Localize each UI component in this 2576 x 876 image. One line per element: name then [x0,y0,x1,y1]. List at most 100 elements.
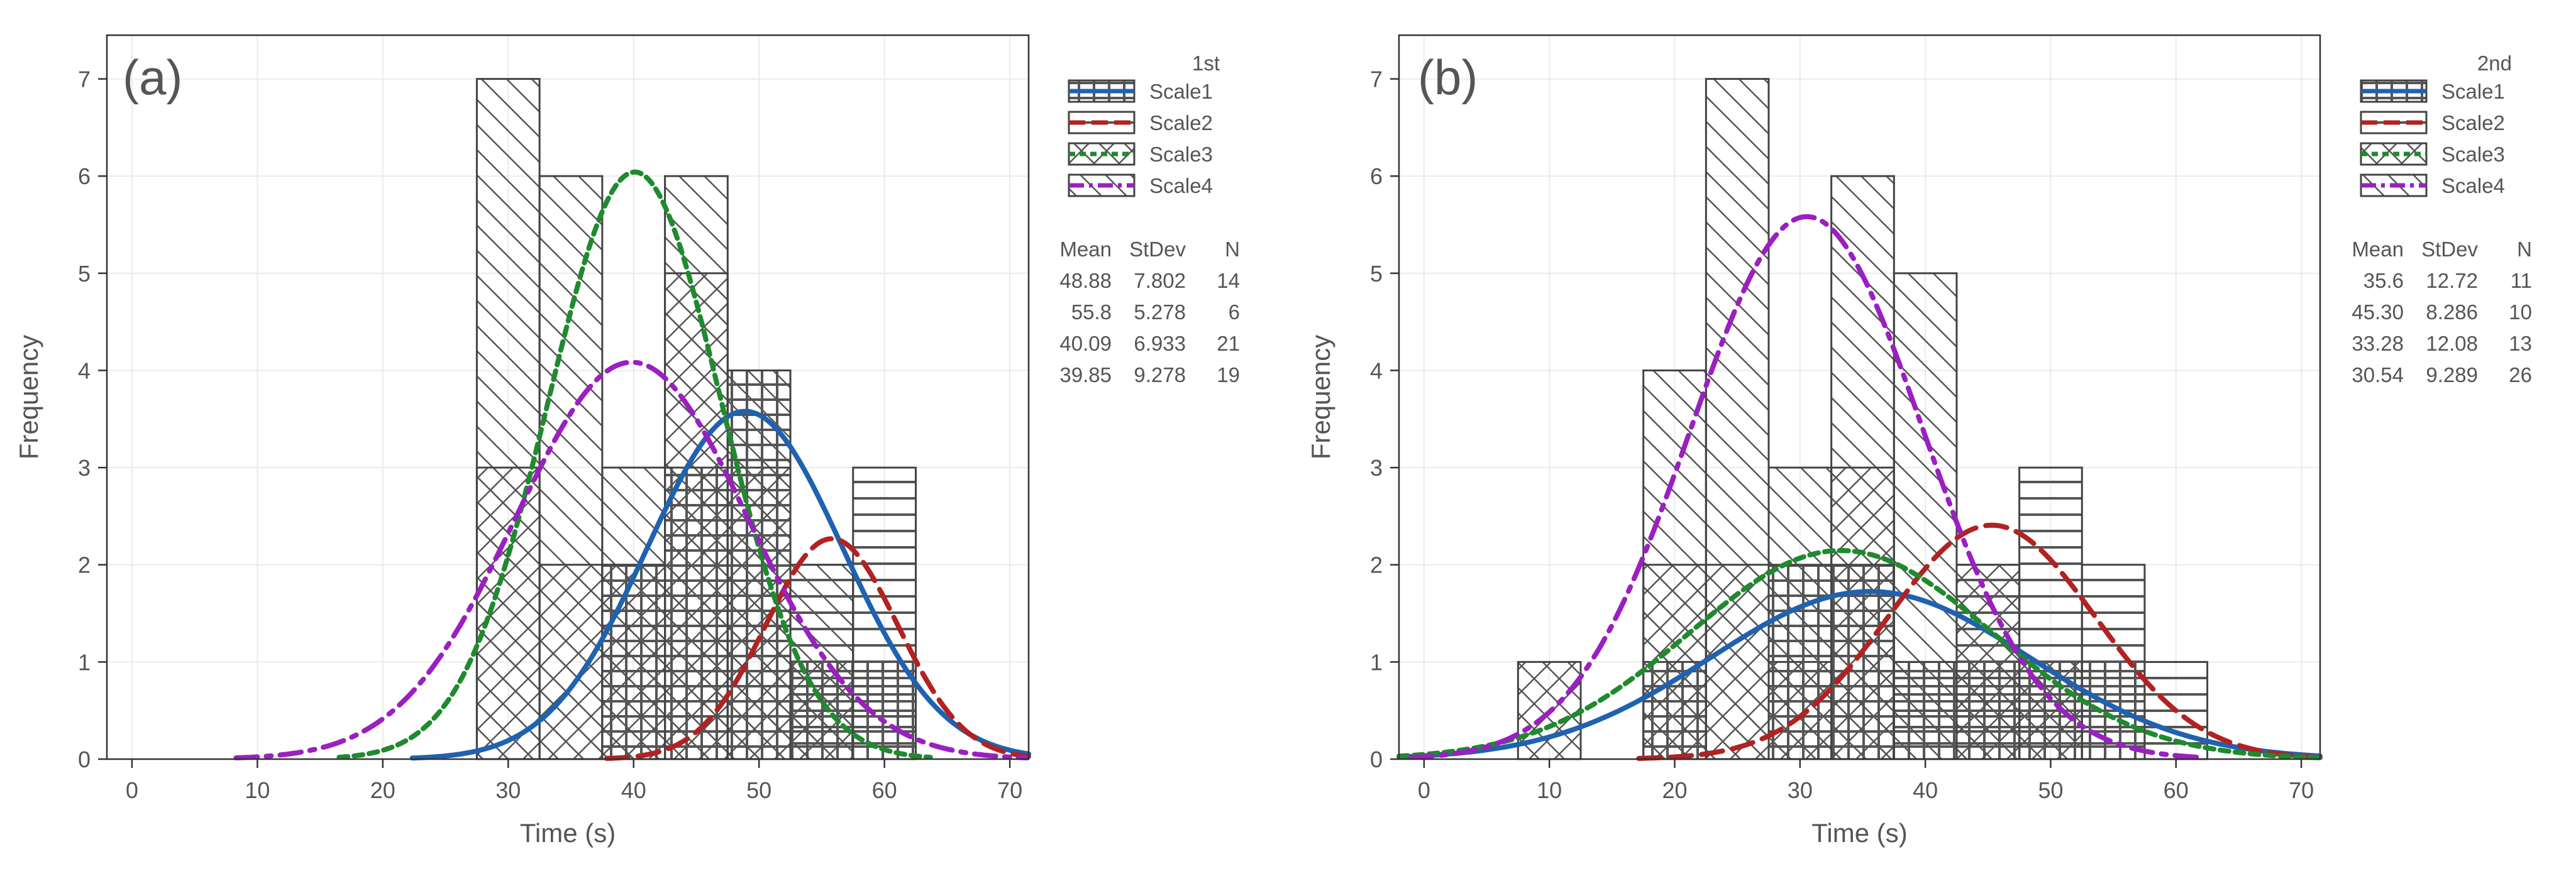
x-tick-label: 10 [1537,777,1562,803]
plot-frame [106,34,1030,760]
histogram-bar-scale3 [538,564,604,760]
y-tick-label: 3 [1370,455,1383,481]
stats-stdev: 12.08 [2426,332,2478,355]
y-tick-label: 7 [78,67,91,92]
stats-stdev: 9.278 [1134,363,1186,386]
y-tick-label: 5 [78,261,91,287]
y-tick-label: 6 [78,163,91,189]
legend-label: Scale2 [1149,111,1213,134]
stats-mean: 48.88 [1059,269,1112,292]
stats-header: StDev [2421,238,2478,261]
density-curve-scale4 [233,359,1030,760]
x-tick-label: 60 [2164,777,2189,803]
x-tick-label: 50 [2038,777,2063,803]
legend-label: Scale4 [1149,174,1213,197]
x-tick-label: 0 [126,777,138,803]
stats-stdev: 12.72 [2426,269,2478,292]
histogram-bar-scale2 [1893,660,1958,760]
histogram-bar-scale2 [852,466,917,760]
x-tick-label: 50 [746,777,771,803]
panel-label: (a) [123,50,182,105]
legend-title: 1st [1192,52,1220,75]
histogram-bar-scale1 [1642,660,1707,760]
stats-n: 6 [1229,300,1240,324]
stats-n: 11 [2511,269,2532,292]
density-curve-scale4 [1408,214,2206,760]
density-curve-scale2 [604,536,1031,761]
histogram-bar-scale1 [664,466,729,760]
stats-header: Mean [1059,238,1112,261]
histogram-bar-scale2 [2018,466,2083,760]
histogram-bar-scale3 [475,466,541,760]
stats-stdev: 9.289 [2426,363,2478,386]
panel-a-chart: 0 10 20 30 40 50 60 70 0 1 2 3 4 5 6 7 Time (s) Frequency… [14,34,1240,848]
stats-mean: 45.30 [2352,300,2404,324]
x-tick-label: 60 [872,777,897,803]
panel-b-chart: 0 10 20 30 40 50 60 70 0 1 2 3 4 5 6 7 Time (s) Frequency… [1306,34,2532,848]
x-tick-label: 20 [370,777,395,803]
stats-mean: 55.8 [1071,300,1112,324]
panel-label: (b) [1418,50,1478,105]
legend-label: Scale3 [2441,143,2505,166]
x-tick-label: 30 [1788,777,1813,803]
stats-n: 13 [2509,332,2532,355]
density-curve-scale1 [409,408,1031,761]
y-tick-label: 5 [1370,261,1383,287]
legend-label: Scale4 [2441,174,2505,197]
x-tick-label: 40 [621,777,646,803]
x-tick-label: 70 [2289,777,2314,803]
stats-stdev: 5.278 [1134,300,1186,324]
x-tick-label: 70 [997,777,1022,803]
stats-mean: 35.6 [2363,269,2404,292]
y-tick-label: 6 [1370,163,1383,189]
y-tick-label: 1 [78,649,91,675]
stats-n: 26 [2509,363,2532,386]
y-tick-label: 2 [1370,552,1383,578]
density-curve-scale3 [1396,548,2323,760]
y-tick-label: 7 [1370,67,1383,92]
y-axis-title: Frequency [14,335,43,459]
stats-mean: 33.28 [2352,332,2404,355]
x-axis-title: Time (s) [1811,818,1907,848]
stats-header: N [1225,238,1240,261]
legend-title: 2nd [2477,52,2512,75]
y-tick-label: 1 [1370,649,1383,675]
y-tick-label: 0 [78,747,91,772]
y-tick-label: 4 [78,358,91,383]
stats-stdev: 8.286 [2426,300,2478,324]
histogram-bar-scale1 [1830,564,1895,760]
y-tick-label: 4 [1370,358,1383,383]
density-curve-scale3 [336,169,933,760]
stats-n: 19 [1217,363,1240,386]
stats-n: 14 [1217,269,1240,292]
stats-header: N [2517,238,2532,261]
y-tick-label: 2 [78,552,91,578]
y-tick-label: 0 [1370,747,1383,772]
plot-frame [1398,34,2321,760]
legend-label: Scale3 [1149,143,1213,166]
x-tick-label: 10 [245,777,270,803]
x-tick-label: 40 [1913,777,1938,803]
legend-label: Scale2 [2441,111,2505,134]
x-axis-title: Time (s) [520,818,616,848]
stats-n: 10 [2509,300,2532,324]
stats-mean: 30.54 [2352,363,2404,386]
density-curve-scale1 [1396,589,2323,760]
stats-n: 21 [1217,332,1240,355]
histogram-bar-scale1 [726,369,792,760]
stats-stdev: 6.933 [1134,332,1186,355]
legend-label: Scale1 [2441,80,2505,103]
stats-stdev: 7.802 [1134,269,1186,292]
density-curve-scale2 [1636,522,2323,761]
y-tick-label: 3 [78,455,91,481]
x-tick-label: 20 [1662,777,1687,803]
histogram-bar-scale1 [601,564,666,760]
stats-header: StDev [1129,238,1186,261]
x-tick-label: 30 [495,777,521,803]
stats-mean: 40.09 [1059,332,1112,355]
legend-label: Scale1 [1149,80,1213,103]
stats-mean: 39.85 [1059,363,1112,386]
stats-header: Mean [2352,238,2404,261]
x-tick-label: 0 [1418,777,1430,803]
